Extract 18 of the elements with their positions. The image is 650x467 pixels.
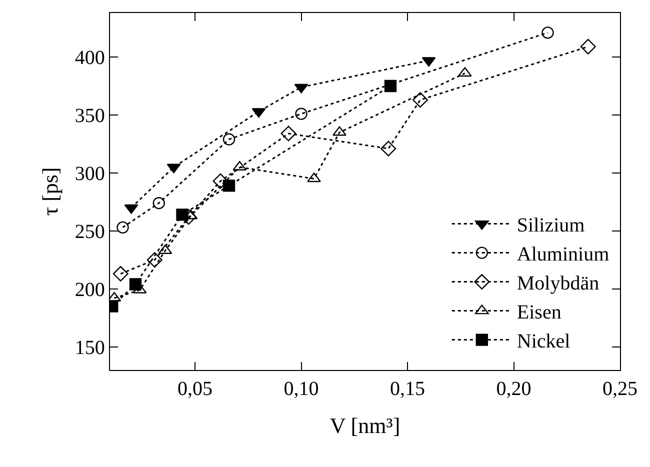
y-tick-label: 400 <box>74 47 105 70</box>
y-axis-title: τ [ps] <box>38 167 63 216</box>
y-tick-label: 200 <box>74 278 105 301</box>
y-tick-label: 150 <box>74 336 105 359</box>
legend-label: Silizium <box>516 214 586 237</box>
y-tick-label: 300 <box>74 162 105 185</box>
x-tick-label: 0,15 <box>390 378 425 400</box>
y-tick-label: 250 <box>74 220 105 243</box>
y-tick-label: 350 <box>74 105 105 127</box>
x-tick-label: 0,20 <box>496 378 532 400</box>
x-tick-label: 0,10 <box>284 378 319 400</box>
x-tick-label: 0,25 <box>602 378 638 400</box>
legend-label: Molybdän <box>516 272 600 295</box>
x-tick-label: 0,05 <box>178 378 212 400</box>
legend-label: Eisen <box>516 302 562 324</box>
legend-label: Nickel <box>516 330 571 353</box>
x-axis-title: V [nm³] <box>330 413 400 438</box>
legend-label: Aluminium <box>516 244 610 266</box>
